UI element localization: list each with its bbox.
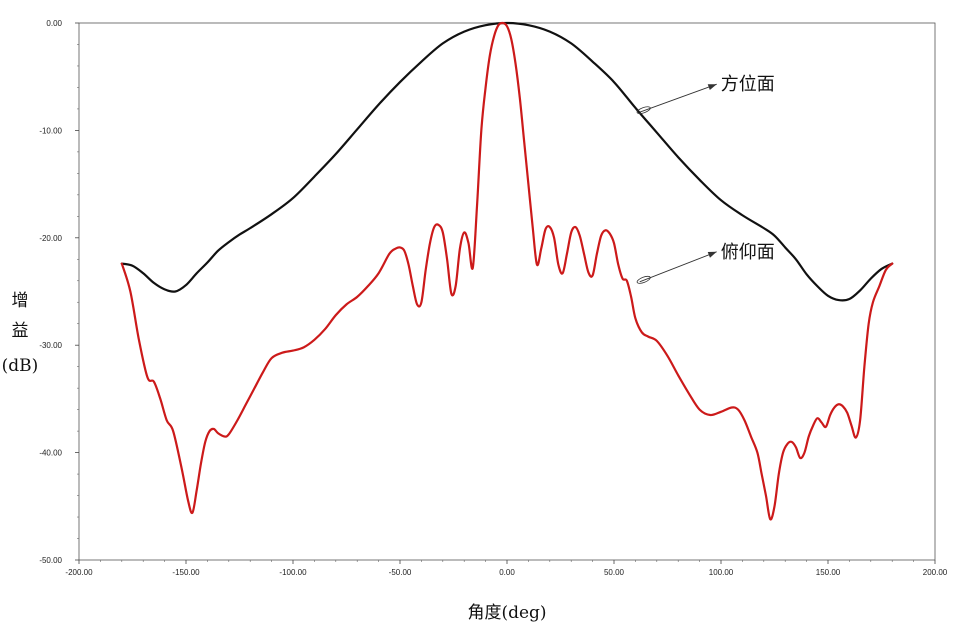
y-tick-label: 0.00 (46, 19, 62, 28)
azimuth-annotation-arrowhead (707, 84, 717, 91)
azimuth-annotation-marker (636, 106, 651, 114)
y-tick-label: -10.00 (39, 126, 62, 135)
plot-frame (78, 22, 936, 561)
y-tick-label: -40.00 (39, 449, 62, 458)
y-tick-label: -20.00 (39, 234, 62, 243)
y-axis-title-line3: (dB) (2, 356, 39, 376)
y-axis-title-line1: 增 (12, 291, 29, 311)
elevation-annotation-arrow (639, 251, 717, 283)
azimuth-annotation-label: 方位面 (721, 74, 775, 95)
x-tick-label: -150.00 (172, 568, 200, 577)
x-tick-label: 100.00 (709, 568, 734, 577)
y-axis-title-line2: 益 (12, 321, 29, 341)
y-tick-label: -50.00 (39, 556, 62, 565)
azimuth-annotation-arrow (639, 83, 717, 113)
series-group (120, 21, 894, 521)
azimuth-series-line (120, 21, 894, 302)
axes: -200.00 -150.00 -100.00 -50.00 0.00 50.00 100.… (39, 19, 947, 577)
x-axis-title: 角度(deg) (467, 603, 546, 623)
x-tick-label: -200.00 (65, 568, 93, 577)
elevation-annotation-arrowhead (707, 251, 717, 258)
x-tick-label: 200.00 (923, 568, 948, 577)
y-tick-label: -30.00 (39, 341, 62, 350)
x-tick-label: -50.00 (389, 568, 412, 577)
x-tick-label: 150.00 (816, 568, 841, 577)
elevation-annotation-label: 俯仰面 (721, 242, 775, 263)
x-tick-label: -100.00 (279, 568, 307, 577)
x-tick-label: 0.00 (499, 568, 515, 577)
elevation-series-line (120, 21, 894, 521)
x-tick-label: 50.00 (604, 568, 625, 577)
